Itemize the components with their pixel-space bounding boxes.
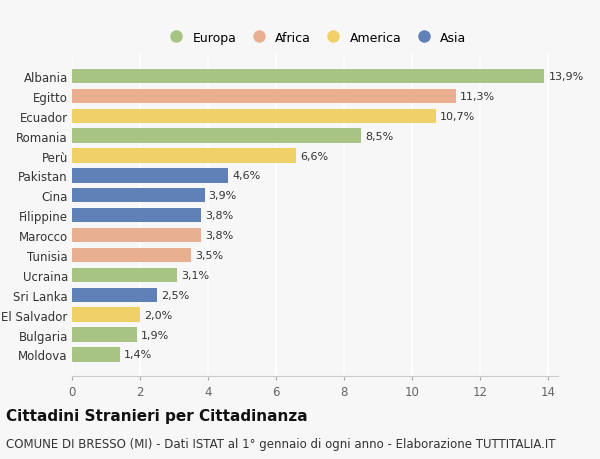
Bar [72,129,361,144]
Bar [72,109,436,123]
Bar [72,149,296,163]
Text: COMUNE DI BRESSO (MI) - Dati ISTAT al 1° gennaio di ogni anno - Elaborazione TUT: COMUNE DI BRESSO (MI) - Dati ISTAT al 1°… [6,437,556,451]
Bar [72,70,544,84]
Bar [72,288,157,302]
Bar [72,229,201,243]
Text: 3,9%: 3,9% [209,191,237,201]
Bar [72,248,191,263]
Text: 6,6%: 6,6% [301,151,329,161]
Text: Cittadini Stranieri per Cittadinanza: Cittadini Stranieri per Cittadinanza [6,408,308,423]
Text: 3,8%: 3,8% [205,211,233,221]
Bar [72,347,119,362]
Text: 3,1%: 3,1% [181,270,209,280]
Bar [72,208,201,223]
Bar [72,328,137,342]
Text: 13,9%: 13,9% [548,72,584,82]
Text: 1,9%: 1,9% [140,330,169,340]
Text: 8,5%: 8,5% [365,131,393,141]
Text: 2,0%: 2,0% [144,310,172,320]
Bar [72,169,229,183]
Bar [72,90,456,104]
Text: 10,7%: 10,7% [440,112,475,122]
Text: 3,8%: 3,8% [205,230,233,241]
Text: 1,4%: 1,4% [124,350,152,359]
Bar [72,268,178,282]
Text: 11,3%: 11,3% [460,92,495,101]
Legend: Europa, Africa, America, Asia: Europa, Africa, America, Asia [161,29,469,47]
Bar [72,308,140,322]
Text: 4,6%: 4,6% [232,171,260,181]
Text: 2,5%: 2,5% [161,290,189,300]
Bar [72,189,205,203]
Text: 3,5%: 3,5% [195,251,223,260]
